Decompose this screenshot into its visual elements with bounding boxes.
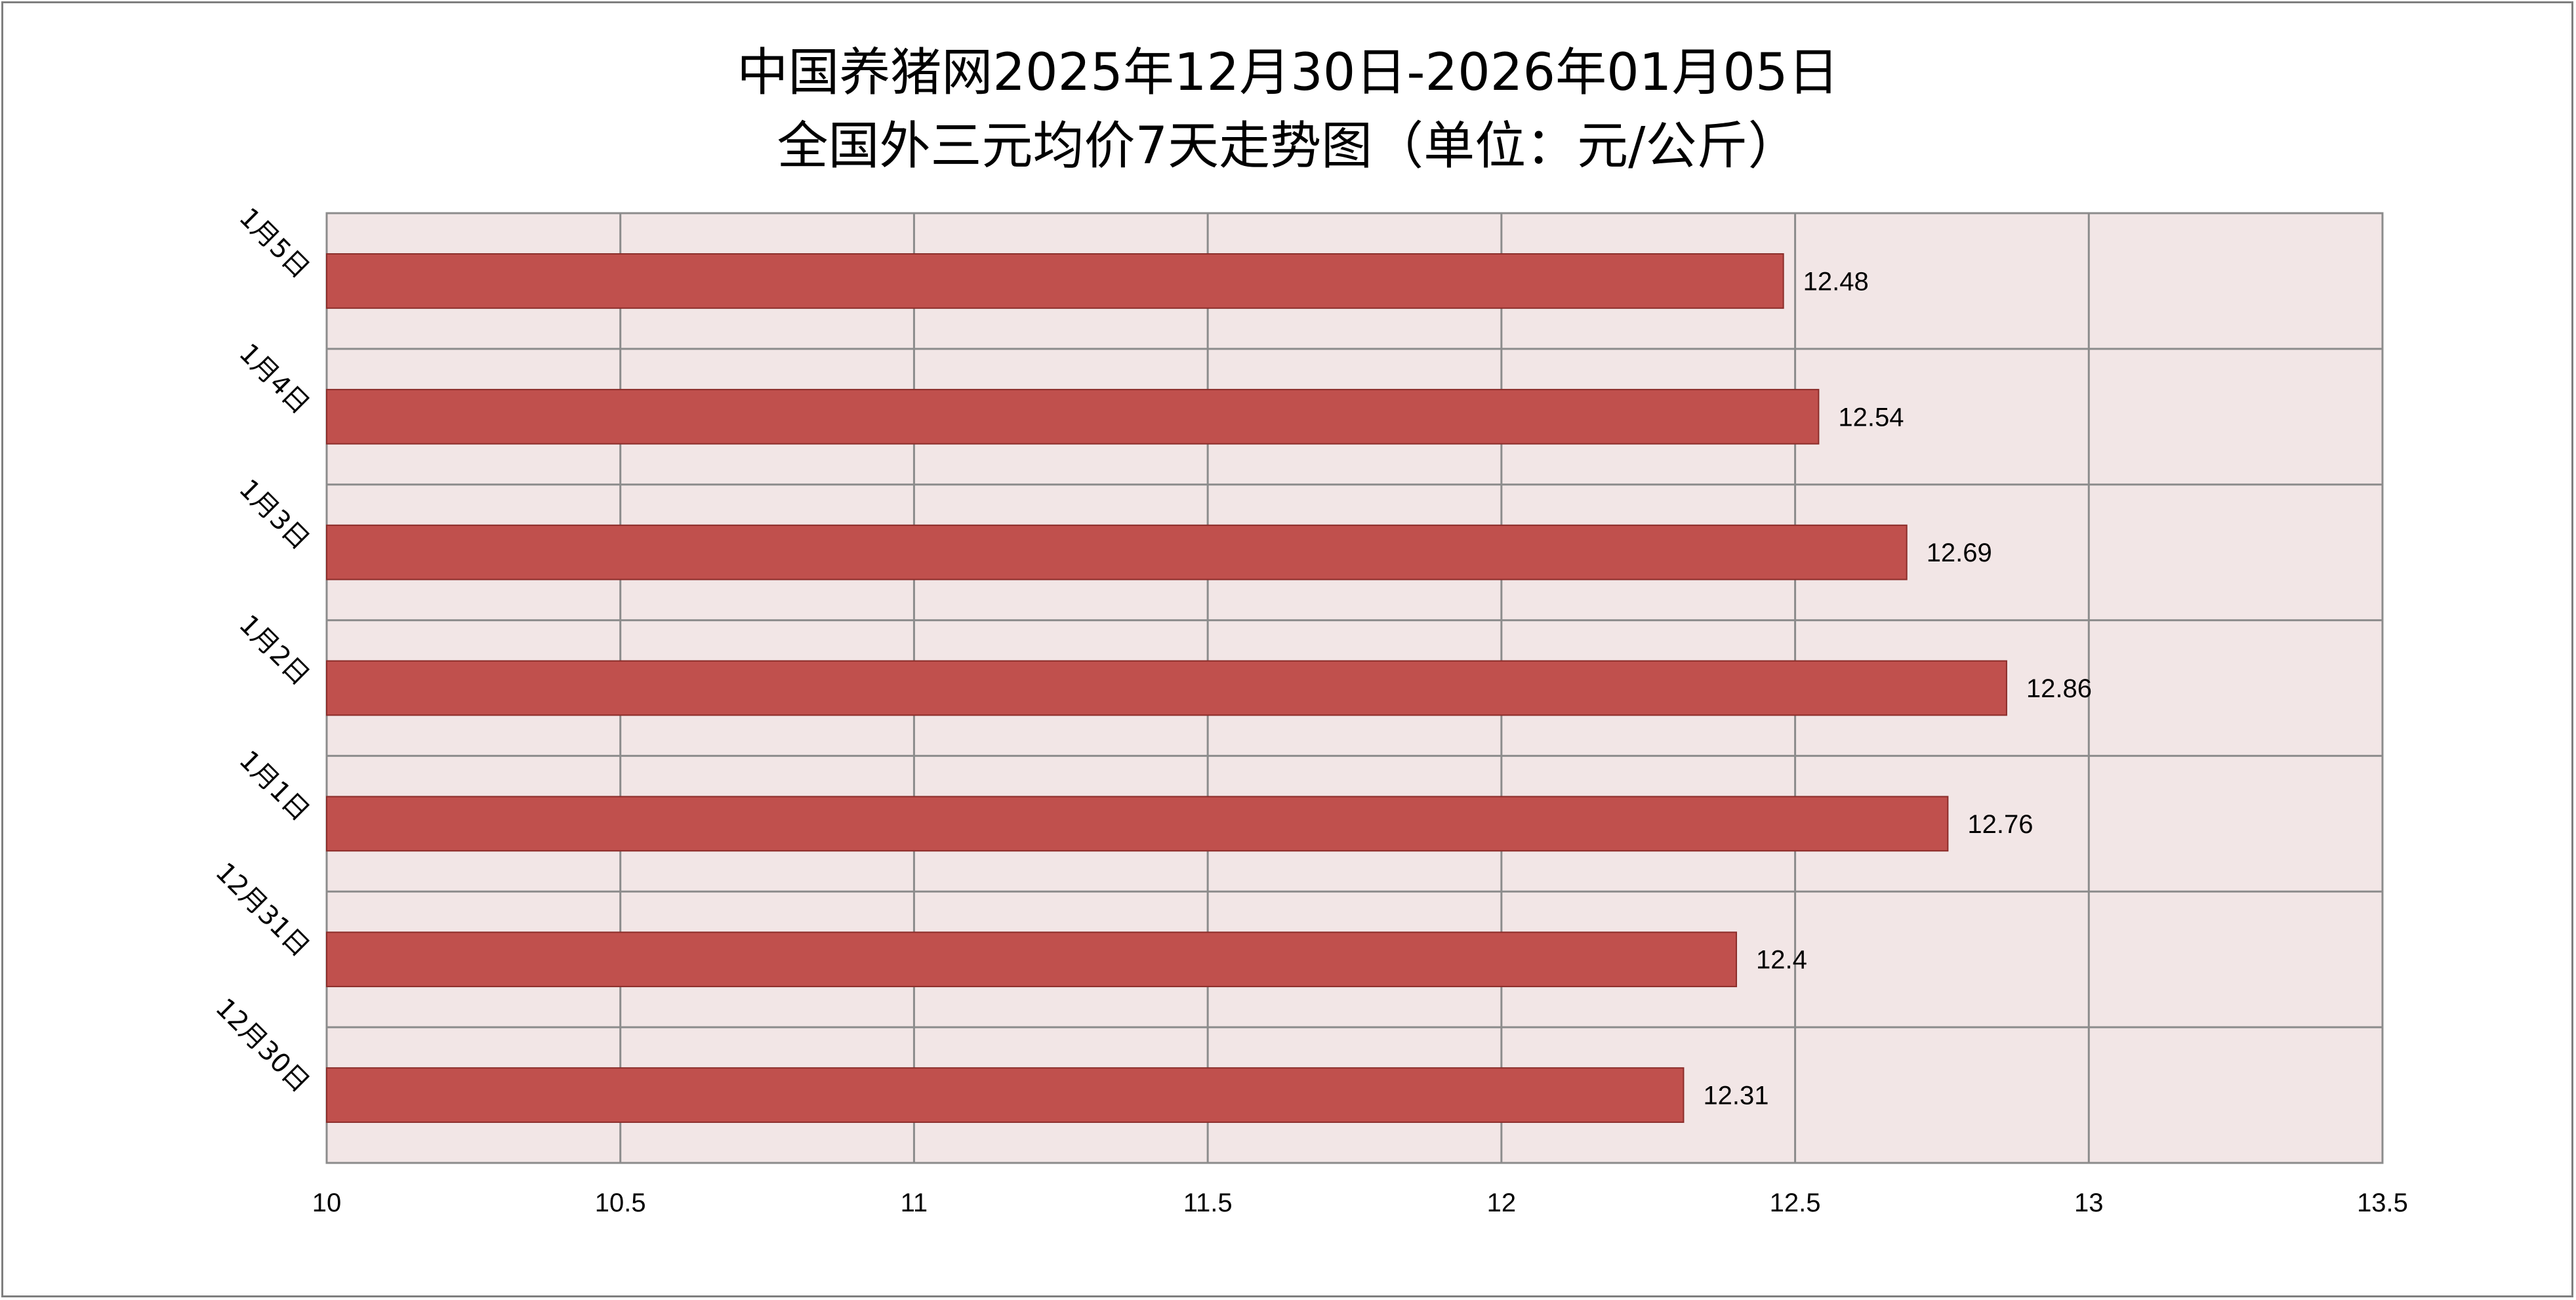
bar xyxy=(326,524,1908,580)
data-label: 12.4 xyxy=(1756,946,1807,975)
x-tick-label: 11.5 xyxy=(1183,1188,1233,1217)
x-tick-label: 13 xyxy=(2074,1188,2104,1217)
chart-title-line-2: 全国外三元均价7天走势图（单位：元/公斤） xyxy=(777,117,1799,176)
x-tick-label: 13.5 xyxy=(2357,1188,2408,1217)
category-label: 1月2日 xyxy=(233,609,315,691)
category-label: 1月1日 xyxy=(233,745,315,827)
x-tick-label: 10 xyxy=(312,1188,342,1217)
bar xyxy=(326,388,1820,445)
category-label: 1月3日 xyxy=(233,474,315,556)
x-tick-label: 12 xyxy=(1487,1188,1517,1217)
data-label: 12.69 xyxy=(1927,538,1992,567)
data-label: 12.31 xyxy=(1703,1082,1768,1110)
data-label: 12.76 xyxy=(1967,810,2033,839)
data-label: 12.86 xyxy=(2026,674,2092,703)
x-tick-label: 10.5 xyxy=(595,1188,646,1217)
bar xyxy=(326,1067,1685,1123)
bar xyxy=(326,253,1784,309)
chart-title: 中国养猪网2025年12月30日-2026年01月05日 全国外三元均价7天走势… xyxy=(0,36,2576,183)
category-label: 1月4日 xyxy=(233,338,315,420)
chart-title-line-1: 中国养猪网2025年12月30日-2026年01月05日 xyxy=(737,43,1839,102)
bar xyxy=(326,931,1738,988)
x-tick-label: 12.5 xyxy=(1770,1188,1821,1217)
data-label: 12.48 xyxy=(1803,267,1869,296)
data-label: 12.54 xyxy=(1838,403,1904,432)
bar xyxy=(326,660,2007,716)
bar xyxy=(326,796,1949,852)
x-tick-label: 11 xyxy=(901,1188,928,1217)
category-label: 12月31日 xyxy=(209,857,315,963)
category-label: 1月5日 xyxy=(233,202,315,284)
category-label: 12月30日 xyxy=(209,993,315,1099)
